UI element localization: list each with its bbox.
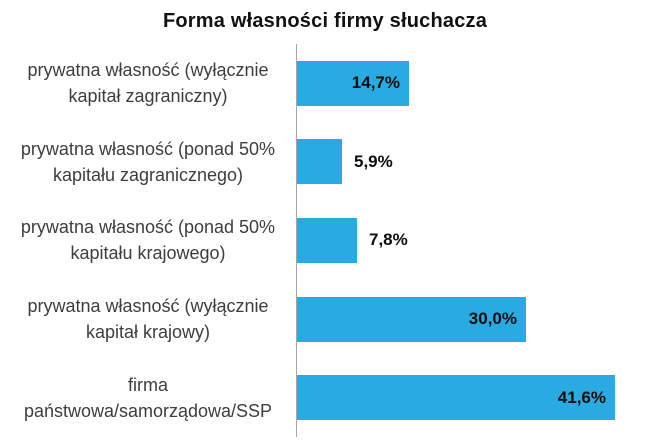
value-label: 14,7% (351, 73, 400, 93)
category-label: prywatna własność (ponad 50% kapitału za… (20, 138, 276, 185)
value-label: 5,9% (354, 151, 393, 171)
bar: 30,0% (297, 296, 526, 342)
bar-track: 30,0% (296, 279, 650, 359)
bar: 41,6% (297, 375, 615, 421)
bar-row: prywatna własność (wyłącznie kapitał kra… (0, 279, 650, 359)
plot-area: prywatna własność (wyłącznie kapitał zag… (0, 44, 650, 437)
bar (297, 139, 342, 185)
bar-track: 14,7% (296, 44, 650, 123)
bar: 14,7% (297, 60, 409, 106)
bar-row: prywatna własność (ponad 50% kapitału kr… (0, 201, 650, 280)
bar (297, 217, 357, 263)
category-label: prywatna własność (ponad 50% kapitału kr… (20, 217, 276, 264)
bar-row: prywatna własność (ponad 50% kapitału za… (0, 122, 650, 202)
category-label: prywatna własność (wyłącznie kapitał zag… (27, 60, 269, 107)
category-label: firma państwowa/samorządowa/SSP (23, 374, 273, 421)
bar-track: 7,8% (296, 201, 650, 280)
bar-row: firma państwowa/samorządowa/SSP 41,6% (0, 358, 650, 437)
chart-title: Forma własności firmy słuchacza (162, 10, 488, 32)
value-label: 7,8% (369, 230, 408, 250)
bar-track: 5,9% (296, 122, 650, 202)
bar-row: prywatna własność (wyłącznie kapitał zag… (0, 44, 650, 123)
value-label: 30,0% (468, 309, 517, 329)
bar-track: 41,6% (296, 358, 650, 437)
value-label: 41,6% (557, 387, 606, 407)
category-label: prywatna własność (wyłącznie kapitał kra… (27, 296, 269, 343)
